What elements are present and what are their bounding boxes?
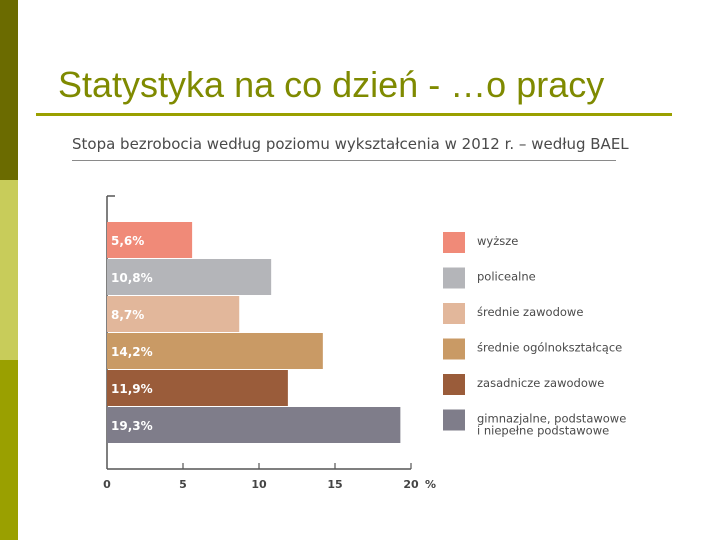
legend-swatch-3 [443,303,465,324]
legend-label-1: wyższe [477,234,518,248]
side-accent-bar-bottom [0,360,18,540]
x-tick-label-20: 20 [403,478,419,491]
legend-label-4: średnie ogólnokształcące [477,341,622,355]
legend-label-6-line-2: i niepełne podstawowe [477,424,609,438]
x-tick-label-15: 15 [327,478,342,491]
bar-value-label-1: 5,6% [111,234,144,248]
x-tick-label-10: 10 [251,478,267,491]
legend-swatch-6 [443,409,465,431]
x-tick-label-0: 0 [103,478,111,491]
bar-value-label-2: 10,8% [111,271,153,285]
x-axis-unit-label: % [425,478,436,491]
legend-swatch-4 [443,338,465,360]
bar-value-label-5: 11,9% [111,382,153,396]
chart-title: Stopa bezrobocia według poziomu wykształ… [72,135,629,153]
bar-4 [107,333,323,369]
legend-label-6-line-1: gimnazjalne, podstawowe [477,412,626,426]
x-tick-label-5: 5 [179,478,187,491]
bar-1 [107,222,193,258]
title-underline [36,113,672,116]
bar-5 [107,370,288,406]
bar-6 [107,407,401,443]
legend-swatch-5 [443,374,465,395]
bar-value-label-3: 8,7% [111,308,144,322]
chart-title-divider [72,160,616,161]
legend-label-3: średnie zawodowe [477,305,583,319]
legend-label-5: zasadnicze zawodowe [477,376,604,390]
legend-swatch-2 [443,267,465,289]
legend-label-2: policealne [477,270,536,284]
bar-value-label-6: 19,3% [111,419,153,433]
side-accent-bar-middle [0,180,18,360]
legend-swatch-1 [443,232,465,253]
slide-title: Statystyka na co dzień - …o pracy [58,64,605,105]
bar-3 [107,296,240,332]
bar-value-label-4: 14,2% [111,345,153,359]
bar-2 [107,259,272,295]
side-accent-bar-top [0,0,18,180]
